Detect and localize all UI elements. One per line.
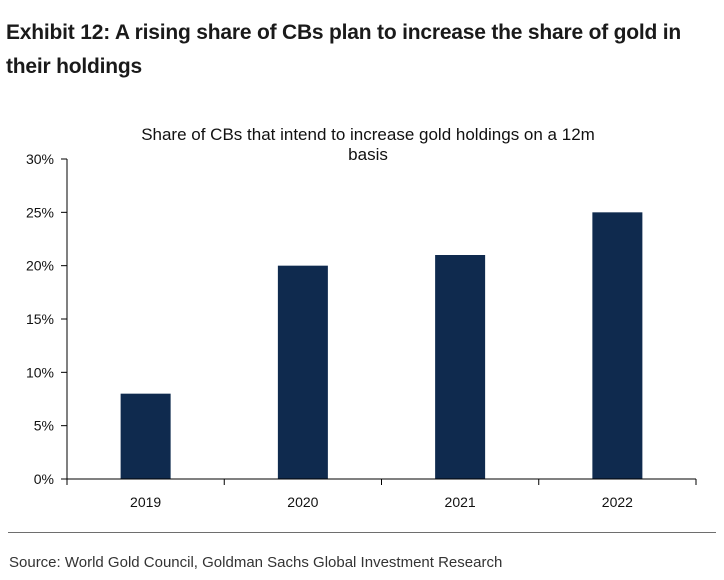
source-note: Source: World Gold Council, Goldman Sach… [9, 554, 503, 571]
bar-2020 [277, 265, 328, 479]
x-tick-label: 2021 [445, 494, 476, 510]
y-tick-label: 5% [34, 418, 54, 434]
y-tick-label: 30% [26, 151, 54, 167]
chart-svg: Share of CBs that intend to increase gol… [26, 125, 697, 510]
source-divider [8, 532, 716, 533]
x-tick-label: 2019 [130, 494, 161, 510]
y-tick-label: 20% [26, 258, 54, 274]
bar-2019 [120, 393, 171, 479]
bar-2022 [592, 212, 643, 479]
bar-2021 [435, 255, 486, 479]
y-tick-label: 0% [34, 471, 54, 487]
x-axis: 2019 2020 2021 2022 [66, 478, 697, 510]
bars [120, 212, 643, 479]
y-tick-label: 25% [26, 204, 54, 220]
exhibit-title: Exhibit 12: A rising share of CBs plan t… [6, 21, 682, 78]
chart-title-line-1: Share of CBs that intend to increase gol… [141, 125, 595, 144]
y-tick-label: 15% [26, 311, 54, 327]
bar-chart: Share of CBs that intend to increase gol… [0, 118, 724, 518]
y-tick-label: 10% [26, 364, 54, 380]
x-tick-label: 2020 [287, 494, 318, 510]
y-axis: 0% 5% 10% 15% 20% 25% 30% [26, 151, 68, 487]
chart-title-line-2: basis [348, 145, 388, 164]
x-tick-label: 2022 [602, 494, 633, 510]
